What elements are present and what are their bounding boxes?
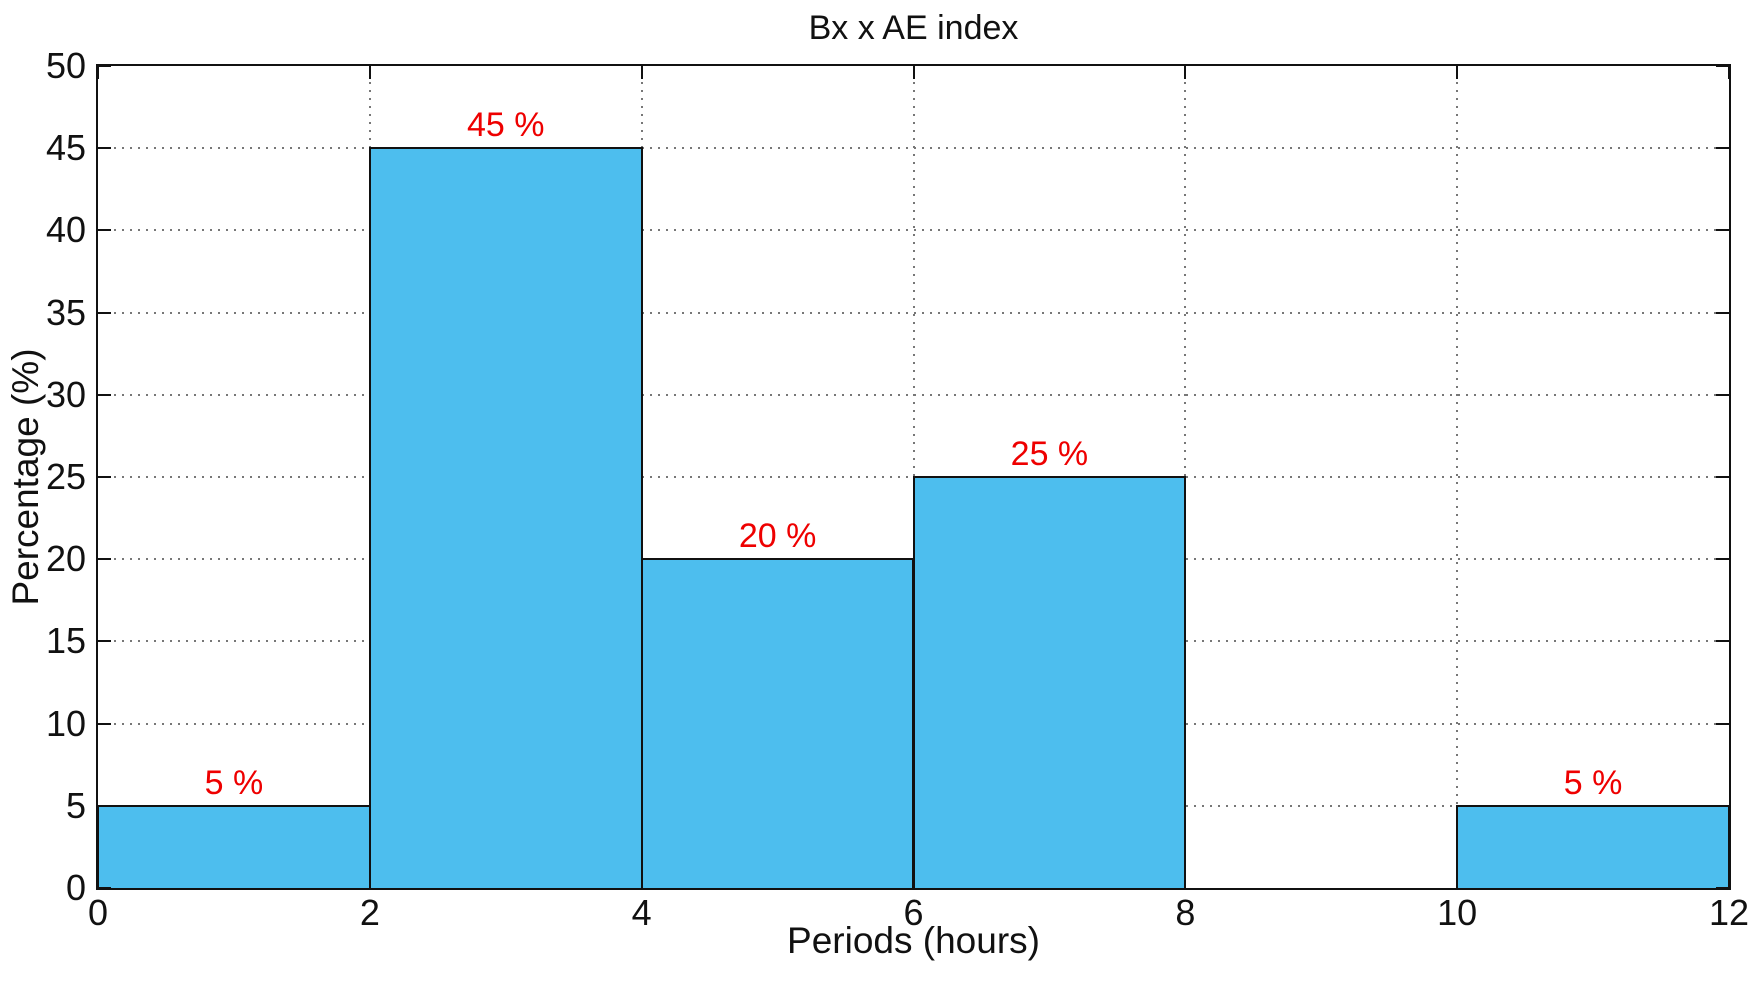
bar-value-label: 45 % [467,106,545,145]
y-tick-mark [1716,804,1729,807]
bar-value-label: 20 % [738,517,817,556]
plot-area: 5 % 45 % 20 % 25 % 5 % [96,64,1731,890]
x-tick-mark [97,66,99,79]
x-tick-mark [1184,66,1187,79]
y-tick-mark [98,311,111,314]
y-tick-label: 25 [45,456,86,497]
y-tick-label: 40 [45,209,86,251]
y-tick-mark [98,722,111,725]
y-tick-mark [98,804,111,807]
y-tick-mark [1716,65,1729,67]
y-tick-mark [98,640,111,643]
x-tick-mark [912,875,915,888]
y-tick-label: 30 [45,373,86,415]
x-tick-mark [640,875,643,888]
gridline-vertical [1456,66,1459,888]
y-tick-label: 20 [45,538,86,580]
y-tick-mark [98,65,111,67]
y-tick-label: 10 [45,702,86,744]
x-tick-mark [1184,875,1187,888]
y-tick-mark [98,393,111,396]
y-tick-mark [98,147,111,150]
y-tick-mark [1716,640,1729,643]
x-tick-label: 2 [359,892,380,933]
y-tick-label: 0 [65,867,86,908]
x-tick-mark [1456,66,1459,79]
y-tick-mark [98,887,111,889]
y-tick-mark [1716,229,1729,232]
x-tick-mark [1728,875,1730,888]
x-tick-label: 8 [1175,892,1196,933]
x-tick-mark [1456,875,1459,888]
y-tick-mark [1716,476,1729,478]
y-tick-label: 5 [65,784,86,826]
x-tick-mark [640,66,643,79]
chart-title: Bx x AE index [808,9,1019,47]
y-tick-mark [1716,887,1729,889]
histogram-bar [1456,804,1730,888]
y-axis-label: Percentage (%) [5,348,46,606]
bar-value-label: 5 % [204,763,264,802]
x-tick-mark [1728,66,1730,79]
y-tick-mark [98,476,111,478]
x-tick-mark [368,66,371,79]
y-tick-mark [1716,722,1729,725]
y-tick-label: 15 [45,620,86,662]
x-tick-mark [97,875,99,888]
y-tick-label: 50 [45,45,86,86]
x-tick-label: 12 [1708,892,1750,933]
x-tick-label: 10 [1437,892,1478,933]
histogram-bar [912,476,1187,888]
y-tick-mark [98,558,111,561]
x-tick-label: 6 [903,892,924,933]
x-tick-label: 0 [87,892,109,933]
y-tick-mark [1716,147,1729,150]
bar-value-label: 5 % [1563,763,1623,802]
x-tick-label: 4 [631,892,652,933]
y-tick-label: 45 [45,127,86,169]
y-tick-mark [1716,393,1729,396]
x-tick-mark [368,875,371,888]
y-tick-mark [1716,558,1729,561]
y-tick-label: 35 [45,291,86,333]
histogram-bar [97,804,371,888]
y-tick-mark [1716,311,1729,314]
x-tick-mark [912,66,915,79]
y-tick-mark [98,229,111,232]
histogram-bar [640,558,915,888]
histogram-bar [368,147,643,888]
bar-value-label: 25 % [1010,435,1089,473]
x-axis-label: Periods (hours) [787,920,1040,961]
